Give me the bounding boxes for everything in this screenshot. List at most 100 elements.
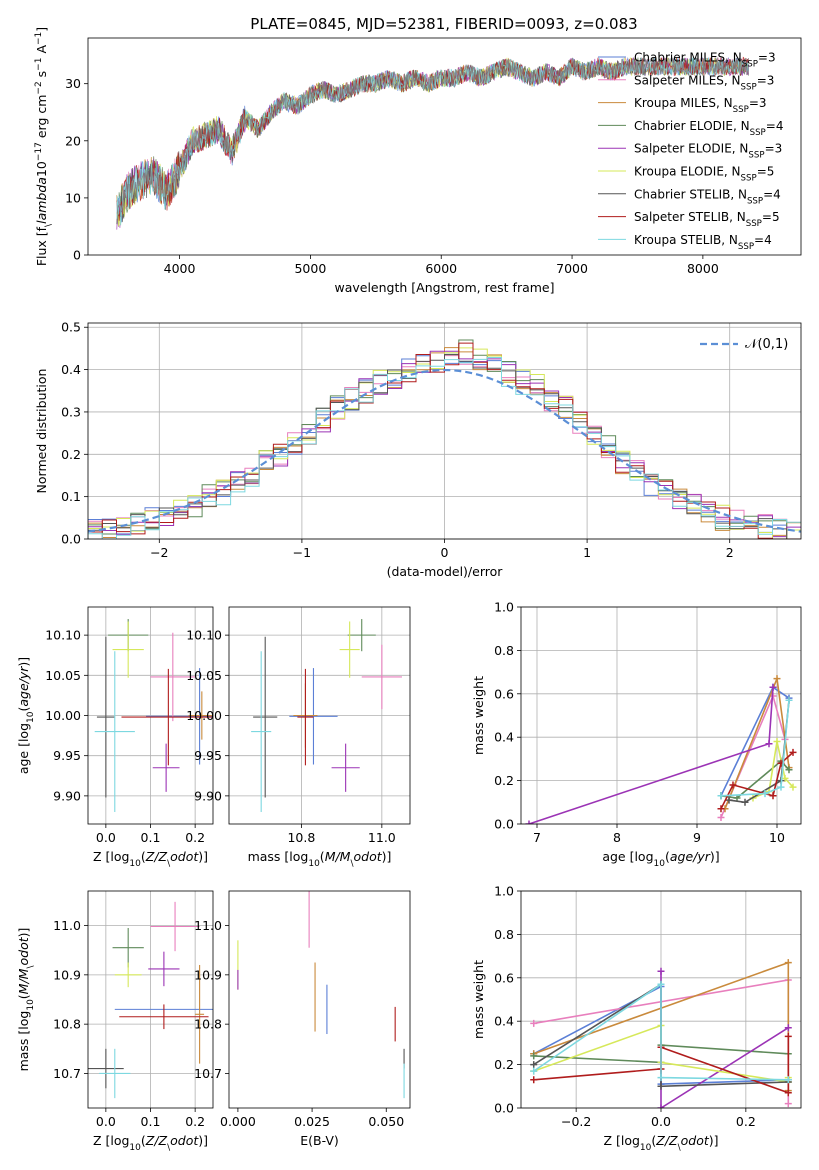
series-line-2 bbox=[724, 675, 790, 810]
plot-area bbox=[237, 891, 405, 1099]
y-tick-label: 0.4 bbox=[494, 1014, 514, 1029]
series-marker-6 bbox=[530, 1061, 538, 1069]
series-marker-7 bbox=[530, 1076, 538, 1084]
x-tick-label: 0.2 bbox=[736, 1114, 756, 1129]
y-tick-label: 0.8 bbox=[494, 643, 514, 658]
x-tick-label: 0.2 bbox=[185, 830, 205, 845]
legend-label-6: Chabrier STELIB, NSSP=4 bbox=[634, 187, 781, 206]
y-tick-label: 0 bbox=[73, 248, 81, 263]
x-tick-label: 8 bbox=[613, 830, 621, 845]
series-marker-4 bbox=[657, 1104, 665, 1108]
x-tick-label: 0.1 bbox=[141, 1114, 161, 1129]
series-marker-1 bbox=[717, 813, 725, 821]
series-marker-2 bbox=[773, 675, 781, 683]
x-tick-label: 7000 bbox=[556, 261, 588, 276]
series-marker-5 bbox=[781, 774, 789, 782]
plot-area bbox=[88, 339, 801, 539]
panel-age-vs-Z: 0.0 0.1 0.2 9.90 9.95 10.00 10.05 10.10 Z [log10… bbox=[16, 606, 214, 869]
histogram-step-8 bbox=[88, 357, 801, 539]
legend-label-5: Kroupa ELODIE, NSSP=5 bbox=[634, 165, 774, 184]
y-tick-label: 0.4 bbox=[494, 730, 514, 745]
plot-area bbox=[530, 959, 792, 1108]
y-tick-label: 10.9 bbox=[194, 967, 222, 982]
y-tick-label: 9.90 bbox=[194, 788, 222, 803]
series-marker-8 bbox=[657, 980, 665, 988]
x-tick-label: 0.000 bbox=[220, 1114, 256, 1129]
plot-area bbox=[116, 56, 750, 230]
legend-label-2: Kroupa MILES, NSSP=3 bbox=[634, 96, 767, 115]
y-tick-label: 0.6 bbox=[494, 970, 514, 985]
series-marker-8 bbox=[530, 1067, 538, 1075]
axes-frame bbox=[87, 322, 802, 540]
normal-curve bbox=[88, 368, 801, 533]
x-tick-label: −0.2 bbox=[561, 1114, 591, 1129]
y-tick-label: 0.5 bbox=[61, 320, 81, 335]
y-tick-label: 10.10 bbox=[186, 628, 222, 643]
y-tick-label: 9.95 bbox=[53, 748, 81, 763]
plot-area bbox=[525, 675, 797, 824]
axes-frame bbox=[87, 37, 802, 256]
y-axis-label: Normed distribution bbox=[34, 369, 49, 494]
x-tick-label: 1 bbox=[583, 545, 591, 560]
series-marker-6 bbox=[725, 796, 733, 804]
legend-label-normal: 𝒩(0,1) bbox=[745, 337, 788, 352]
y-tick-label: 10.05 bbox=[186, 668, 222, 683]
y-tick-label: 10.9 bbox=[53, 967, 81, 982]
y-tick-label: 0.2 bbox=[494, 773, 514, 788]
panel-age-vs-mass: 10.8 11.0 9.90 9.95 10.00 10.05 10.10 mass [log… bbox=[186, 606, 411, 869]
series-marker-6 bbox=[741, 798, 749, 806]
y-axis-label: mass weight bbox=[471, 960, 486, 1039]
y-tick-label: 0.1 bbox=[61, 489, 81, 504]
series-line-4 bbox=[660, 971, 789, 1108]
x-tick-label: 0.0 bbox=[96, 1114, 116, 1129]
series-line-8 bbox=[720, 700, 790, 797]
x-axis-label: wavelength [Angstrom, rest frame] bbox=[334, 280, 554, 295]
x-tick-label: 10.8 bbox=[287, 830, 315, 845]
series-marker-4 bbox=[769, 683, 777, 691]
y-tick-label: 1.0 bbox=[494, 600, 514, 615]
plot-area bbox=[88, 901, 213, 1099]
y-tick-label: 30 bbox=[65, 76, 81, 91]
x-tick-label: 5000 bbox=[294, 261, 326, 276]
panel-mass-weight-vs-age: 7 8 9 10 0.0 0.2 0.4 0.6 0.8 1.0 age [log10(age/yr… bbox=[471, 600, 802, 869]
axes-frame bbox=[520, 606, 802, 825]
series-marker-8 bbox=[761, 790, 769, 798]
x-tick-label: 6000 bbox=[425, 261, 457, 276]
y-tick-label: 1.0 bbox=[494, 884, 514, 899]
y-tick-label: 10 bbox=[65, 190, 81, 205]
series-marker-7 bbox=[789, 748, 797, 756]
legend-label-3: Chabrier ELODIE, NSSP=4 bbox=[634, 119, 783, 138]
x-tick-label: 0.0 bbox=[96, 830, 116, 845]
series-line-4 bbox=[528, 687, 774, 824]
x-tick-label: 0.050 bbox=[368, 1114, 404, 1129]
y-tick-label: 0.3 bbox=[61, 404, 81, 419]
y-tick-label: 0.2 bbox=[494, 1057, 514, 1072]
x-axis-label: E(B-V) bbox=[300, 1133, 339, 1148]
y-tick-label: 20 bbox=[65, 133, 81, 148]
x-tick-label: −1 bbox=[293, 545, 311, 560]
x-axis-label: Z [log10(Z/Z\odot)] bbox=[93, 1133, 208, 1153]
panel-mass-weight-vs-Z: −0.2 0.0 0.2 0.0 0.2 0.4 0.6 0.8 1.0 Z [log10(Z/Z… bbox=[471, 884, 802, 1153]
y-tick-label: 10.00 bbox=[45, 708, 81, 723]
axes-frame bbox=[87, 606, 214, 825]
y-axis-label: mass [log10(M/M\odot)] bbox=[16, 928, 36, 1072]
series-marker-4 bbox=[765, 740, 773, 748]
plot-area bbox=[94, 619, 213, 812]
y-tick-label: 0.0 bbox=[494, 817, 514, 832]
y-tick-label: 0.0 bbox=[494, 1101, 514, 1116]
y-tick-label: 10.7 bbox=[53, 1066, 81, 1081]
axes-frame bbox=[228, 606, 411, 825]
x-axis-label: Z [log10(Z/Z\odot)] bbox=[603, 1133, 718, 1153]
x-tick-label: 10 bbox=[769, 830, 785, 845]
series-marker-8 bbox=[657, 1074, 665, 1082]
y-tick-label: 0.2 bbox=[61, 447, 81, 462]
series-marker-5 bbox=[789, 783, 797, 791]
y-axis-label: Flux [f\lambda10−17 erg cm−2 s−1 A−1] bbox=[34, 27, 54, 266]
series-marker-4 bbox=[525, 820, 533, 824]
series-marker-8 bbox=[785, 696, 793, 704]
series-marker-4 bbox=[657, 967, 665, 975]
series-marker-3 bbox=[785, 766, 793, 774]
legend-label-7: Salpeter STELIB, NSSP=5 bbox=[634, 210, 780, 229]
axes-frame bbox=[520, 890, 802, 1109]
